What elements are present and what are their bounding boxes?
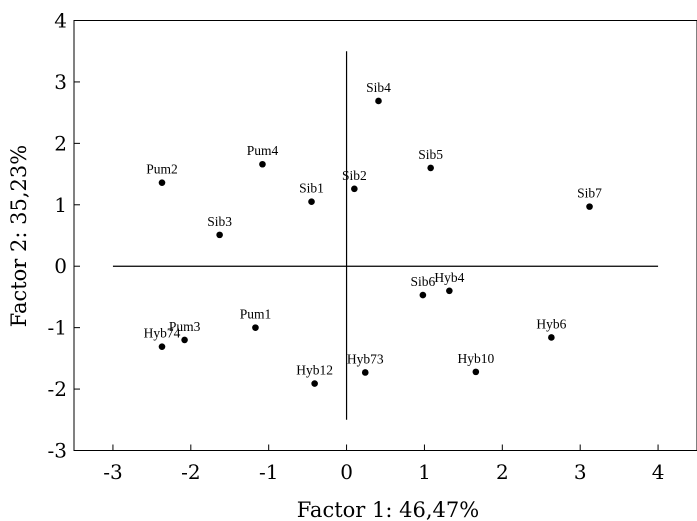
data-point-label: Pum3 [169, 319, 201, 334]
data-point-label: Sib5 [418, 147, 443, 162]
data-point [351, 185, 358, 193]
x-tick-label: 1 [418, 460, 431, 484]
data-point-label: Sib2 [342, 168, 367, 183]
data-point-label: Hyb74 [144, 326, 181, 341]
data-point [308, 198, 315, 206]
data-point [375, 97, 382, 105]
y-tick-label: 2 [54, 131, 67, 155]
y-tick-label: -3 [48, 439, 67, 463]
x-axis-ticks: -3 -2 -1 0 1 2 3 4 [103, 444, 665, 484]
data-point-label: Sib1 [299, 181, 324, 196]
data-point [158, 179, 166, 186]
data-point [311, 380, 318, 387]
y-tick-label: 1 [54, 193, 67, 217]
y-tick-label: 4 [54, 9, 67, 33]
reference-lines [112, 51, 659, 420]
data-point [586, 203, 593, 210]
data-point-label: Pum4 [247, 143, 279, 158]
data-point [472, 368, 480, 376]
data-point-label: Sib4 [366, 80, 391, 95]
data-point-label: Hyb4 [434, 270, 464, 285]
data-point [361, 369, 369, 376]
x-tick-label: 2 [496, 460, 509, 484]
data-point [419, 291, 427, 299]
data-point [446, 287, 453, 295]
data-point [427, 164, 434, 172]
y-tick-label: -1 [48, 316, 67, 340]
data-point [216, 231, 223, 239]
y-tick-label: 3 [54, 70, 67, 94]
x-axis-title: Factor 1: 46,47% [297, 498, 479, 521]
data-point-label: Sib7 [577, 186, 602, 201]
data-point-label: Hyb73 [347, 351, 384, 366]
data-point-label: Sib3 [207, 214, 232, 229]
x-tick-label: 3 [574, 460, 587, 484]
data-point [181, 336, 188, 344]
data-point [252, 324, 259, 331]
data-point [548, 334, 555, 341]
x-tick-label: -2 [181, 460, 200, 484]
data-point [158, 343, 166, 350]
data-point [259, 160, 266, 168]
y-axis-title: Factor 2: 35,23% [7, 145, 31, 327]
y-tick-label: 0 [54, 254, 67, 278]
data-points: Pum2 Pum4 Sib4 Sib5 Sib1 Sib2 Sib7 Sib3 Sib6 Hyb4… [144, 80, 602, 387]
plot-frame [73, 20, 697, 451]
y-tick-label: -2 [48, 377, 67, 401]
data-point-label: Hyb6 [536, 316, 566, 331]
y-axis-ticks: -3 -2 -1 0 1 2 3 4 [48, 9, 80, 463]
data-point-label: Hyb12 [296, 363, 333, 378]
x-tick-label: 0 [340, 460, 353, 484]
x-tick-label: -3 [103, 460, 122, 484]
x-tick-label: -1 [259, 460, 278, 484]
data-point-label: Sib6 [410, 274, 435, 289]
x-tick-label: 4 [652, 460, 665, 484]
data-point-label: Hyb10 [457, 351, 494, 366]
data-point-label: Pum1 [240, 307, 272, 322]
data-point-label: Pum2 [146, 162, 178, 177]
